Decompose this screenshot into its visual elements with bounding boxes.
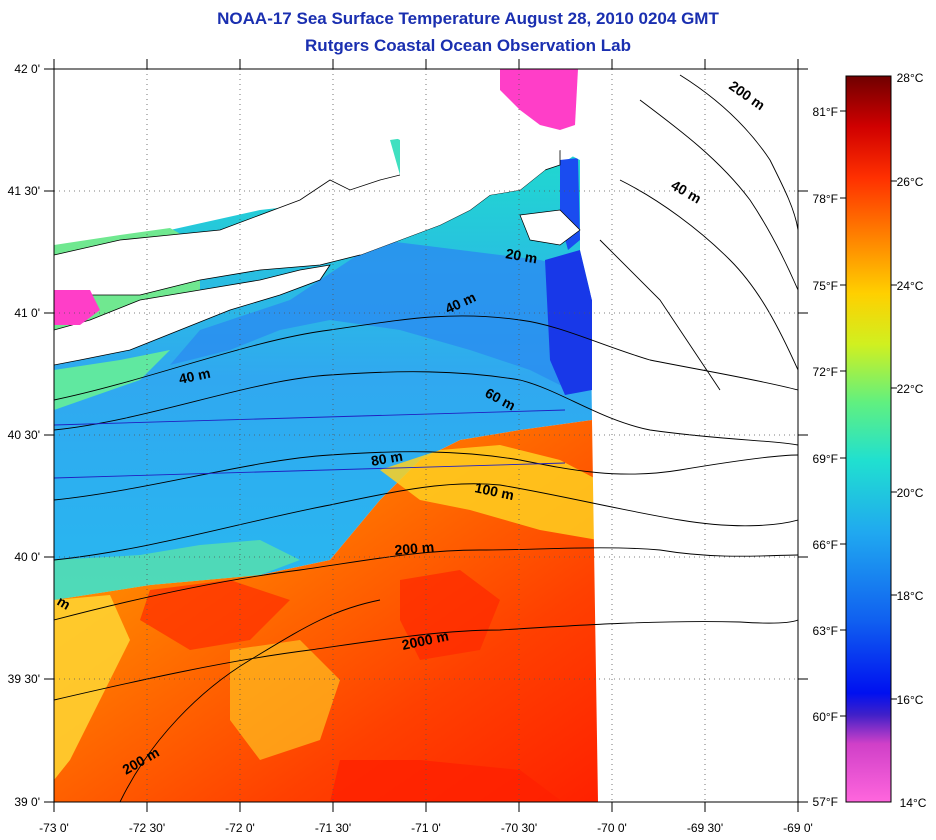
contour-label: 40 m bbox=[177, 365, 212, 387]
island-marthas bbox=[519, 209, 581, 246]
map-gridlines bbox=[54, 69, 798, 802]
lon-label: -69 30' bbox=[687, 821, 723, 835]
axis-ticks bbox=[44, 59, 808, 812]
fahrenheit-label: 69°F bbox=[813, 452, 838, 466]
colorbar bbox=[845, 75, 892, 803]
lon-label: -72 0' bbox=[225, 821, 255, 835]
long-island bbox=[54, 264, 331, 366]
lat-label: 39 0' bbox=[14, 795, 40, 809]
fahrenheit-label: 72°F bbox=[813, 365, 838, 379]
celsius-label: 14°C bbox=[900, 796, 927, 810]
colorbar-ticks bbox=[840, 110, 897, 717]
contour-200m bbox=[54, 547, 798, 621]
transect-line-1 bbox=[54, 409, 566, 426]
lat-label: 42 0' bbox=[14, 62, 40, 76]
red-core bbox=[140, 580, 290, 650]
fahrenheit-label: 75°F bbox=[813, 279, 838, 293]
celsius-label: 18°C bbox=[897, 589, 924, 603]
lat-label: 39 30' bbox=[8, 672, 40, 686]
sst-field bbox=[54, 69, 798, 802]
yellow-west-patch bbox=[54, 595, 130, 780]
lon-label: -70 0' bbox=[597, 821, 627, 835]
lon-label: -72 30' bbox=[129, 821, 165, 835]
lon-label: -70 30' bbox=[501, 821, 537, 835]
latitude-labels: 42 0' 41 30' 41 0' 40 30' 40 0' 39 30' 3… bbox=[8, 62, 40, 809]
front-transition bbox=[54, 540, 300, 600]
lat-label: 41 30' bbox=[8, 184, 40, 198]
celsius-label: 20°C bbox=[897, 486, 924, 500]
celsius-label: 26°C bbox=[897, 175, 924, 189]
red-core-south bbox=[330, 760, 560, 802]
transect-line-2 bbox=[54, 462, 566, 479]
contour-label: 200 m bbox=[394, 539, 435, 558]
fahrenheit-label: 63°F bbox=[813, 624, 838, 638]
no-data-east bbox=[605, 420, 798, 802]
warm-water-region bbox=[54, 420, 610, 802]
yellow-central-patch bbox=[230, 640, 340, 760]
contour-40m bbox=[54, 315, 798, 401]
contour-100m bbox=[54, 483, 798, 561]
bathymetry-contours bbox=[54, 74, 798, 802]
no-data-edge bbox=[592, 420, 605, 802]
lon-label: -69 0' bbox=[783, 821, 813, 835]
red-core-east bbox=[400, 570, 500, 660]
fahrenheit-label: 78°F bbox=[813, 192, 838, 206]
contour-gulf-2 bbox=[639, 99, 798, 291]
contour-shoals bbox=[599, 239, 721, 391]
contour-gulf-3 bbox=[679, 74, 798, 231]
lat-label: 41 0' bbox=[14, 306, 40, 320]
contour-label: 80 m bbox=[370, 448, 404, 469]
fahrenheit-label: 60°F bbox=[813, 710, 838, 724]
fahrenheit-label: 57°F bbox=[813, 795, 838, 809]
contour-80m bbox=[54, 451, 798, 501]
colorbar-fahrenheit-labels: 81°F 78°F 75°F 72°F 69°F 66°F 63°F 60°F … bbox=[813, 105, 838, 809]
colorbar-celsius-labels: 28°C 26°C 24°C 22°C 20°C 18°C 16°C 14°C bbox=[897, 71, 927, 810]
fahrenheit-label: 81°F bbox=[813, 105, 838, 119]
longitude-labels: -73 0' -72 30' -72 0' -71 30' -71 0' -70… bbox=[39, 821, 813, 835]
deep-blue-patch bbox=[545, 250, 592, 395]
fahrenheit-label: 66°F bbox=[813, 538, 838, 552]
contour-200m-south bbox=[119, 599, 381, 802]
green-south-shore bbox=[54, 350, 170, 410]
lat-label: 40 30' bbox=[8, 428, 40, 442]
contour-gulf bbox=[619, 179, 798, 371]
celsius-label: 16°C bbox=[897, 693, 924, 707]
celsius-label: 22°C bbox=[897, 382, 924, 396]
lon-label: -71 0' bbox=[411, 821, 441, 835]
celsius-label: 24°C bbox=[897, 279, 924, 293]
blue-water-patch bbox=[170, 240, 592, 390]
map-subtitle: Rutgers Coastal Ocean Observation Lab bbox=[305, 36, 631, 55]
magenta-inlet bbox=[500, 69, 578, 130]
lat-label: 40 0' bbox=[14, 550, 40, 564]
contour-2000m bbox=[54, 619, 798, 701]
magenta-bay bbox=[54, 290, 100, 325]
lon-label: -73 0' bbox=[39, 821, 69, 835]
map-title: NOAA-17 Sea Surface Temperature August 2… bbox=[217, 9, 719, 28]
contour-60m bbox=[54, 371, 798, 446]
lon-label: -71 30' bbox=[315, 821, 351, 835]
yellow-band bbox=[380, 445, 598, 540]
celsius-label: 28°C bbox=[897, 71, 924, 85]
contour-label: 20 m bbox=[504, 245, 538, 266]
